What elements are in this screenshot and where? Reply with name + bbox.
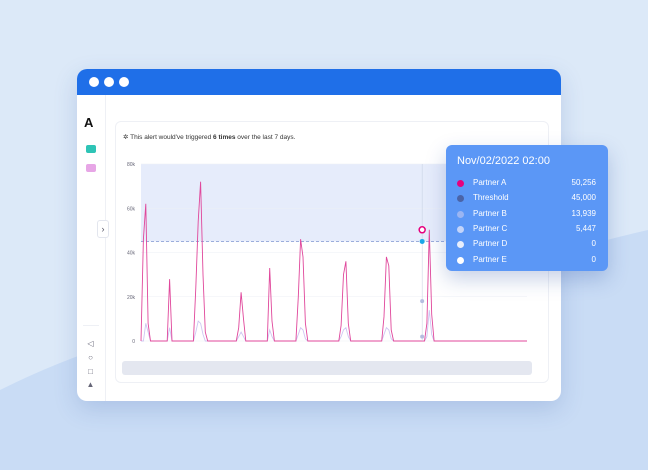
hover-point-partner-c [420,334,425,339]
y-tick-label: 60k [127,206,136,212]
hover-point-threshold [419,238,425,244]
window-dot-minimize[interactable] [104,77,114,87]
alert-suffix: over the last 7 days. [235,134,296,141]
series-dot-icon [457,195,464,203]
title-bar [77,69,561,95]
help-icon[interactable]: ○ [88,353,93,362]
series-dot-icon [457,180,464,187]
tooltip-series-name: Threshold [473,193,509,203]
sidebar: A ◁ ○ □ ▲ [77,95,106,401]
y-tick-label: 80k [127,162,136,168]
tooltip-series-value: 0 [591,254,596,264]
y-tick-label: 20k [127,295,136,301]
tooltip-row: Partner C 5,447 [457,223,596,237]
tooltip-row: Partner B 13,939 [457,208,596,222]
sidebar-collapse-chevron-icon[interactable]: › [97,220,109,238]
calendar-icon[interactable] [86,164,96,172]
hover-point-partner-b [420,299,425,304]
window-dot-close[interactable] [89,77,99,87]
alert-summary: ✲ This alert would've triggered 6 times … [123,133,295,141]
tooltip-series-name: Partner D [473,239,508,249]
series-dot-icon [457,225,464,233]
series-line [141,310,527,342]
tooltip-row: Threshold 45,000 [457,192,596,206]
tooltip-series-value: 0 [591,239,596,249]
y-tick-label: 40k [127,251,136,257]
tooltip-title: Nov/02/2022 02:00 [457,155,550,167]
tooltip-series-name: Partner B [473,208,507,218]
window-dot-maximize[interactable] [119,77,129,87]
series-dot-icon [457,241,464,249]
series-dot-icon [457,210,464,218]
chart-icon[interactable] [86,145,96,153]
y-tick-label: 0 [132,339,135,345]
tooltip-series-value: 45,000 [571,193,596,203]
user-icon[interactable]: ▲ [86,380,95,389]
app-logo[interactable]: A [84,115,94,130]
alert-count: 6 times [213,134,236,141]
tooltip-series-value: 5,447 [575,223,596,233]
hover-point-partner-a [418,226,426,234]
bell-icon: ✲ [123,134,131,141]
tooltip-series-name: Partner C [473,223,508,233]
tooltip-row: Partner E 0 [457,254,596,268]
tooltip-row: Partner D 0 [457,238,596,252]
plug-icon[interactable]: □ [88,367,93,376]
tooltip-series-name: Partner E [473,254,507,264]
alert-prefix: This alert would've triggered [130,134,214,141]
chart-tooltip: Nov/02/2022 02:00 Partner A 50,256 Thresho… [446,145,608,271]
sidebar-divider [83,325,99,326]
legend-bar [122,361,532,375]
tooltip-row: Partner A 50,256 [457,177,596,191]
tooltip-series-value: 13,939 [571,208,596,218]
series-dot-icon [457,256,464,264]
tooltip-series-value: 50,256 [571,178,596,187]
tooltip-series-name: Partner A [473,178,507,187]
megaphone-icon[interactable]: ◁ [87,339,94,348]
series-line [140,181,527,342]
